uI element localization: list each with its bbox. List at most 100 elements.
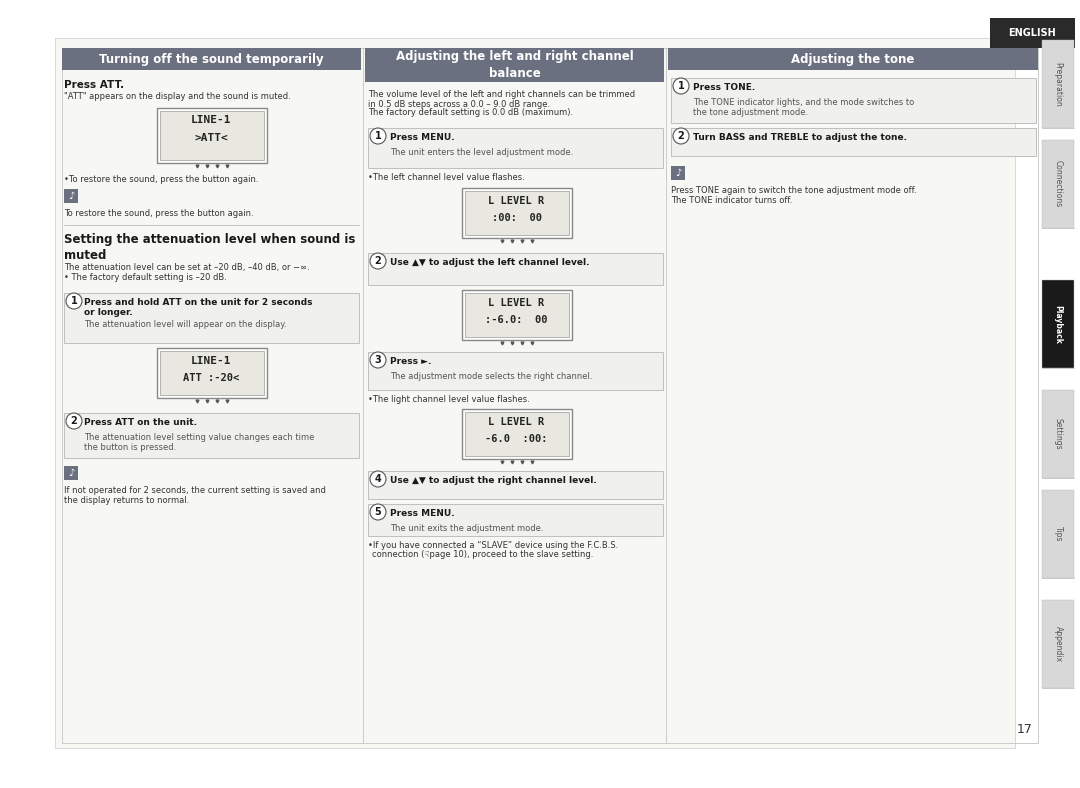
Bar: [464, 293, 568, 337]
Bar: [368, 352, 663, 390]
Text: 2: 2: [677, 131, 685, 141]
Circle shape: [66, 413, 82, 429]
Bar: [160, 351, 264, 395]
Text: 17: 17: [1017, 723, 1032, 736]
Text: "ATT" appears on the display and the sound is muted.: "ATT" appears on the display and the sou…: [64, 92, 291, 101]
Bar: [464, 191, 568, 235]
Text: Use ▲▼ to adjust the right channel level.: Use ▲▼ to adjust the right channel level…: [390, 476, 597, 485]
Bar: [160, 111, 264, 160]
Text: •The left channel level value flashes.: •The left channel level value flashes.: [368, 173, 525, 182]
Text: Appendix: Appendix: [1053, 626, 1063, 662]
Bar: [461, 188, 571, 238]
Text: 1: 1: [70, 296, 78, 306]
Text: The factory default setting is 0.0 dB (maximum).: The factory default setting is 0.0 dB (m…: [368, 108, 573, 117]
Text: >ATT<: >ATT<: [194, 133, 228, 143]
Text: ATT :-20<: ATT :-20<: [184, 373, 240, 383]
Text: Turning off the sound temporarily: Turning off the sound temporarily: [99, 53, 324, 65]
Text: Press ATT.: Press ATT.: [64, 80, 124, 90]
Text: Setting the attenuation level when sound is
muted: Setting the attenuation level when sound…: [64, 233, 355, 262]
Text: :-6.0:  00: :-6.0: 00: [485, 315, 548, 325]
Bar: [464, 412, 568, 456]
Text: •If you have connected a “SLAVE” device using the F.C.B.S.: •If you have connected a “SLAVE” device …: [368, 541, 618, 550]
Text: -6.0  :00:: -6.0 :00:: [485, 434, 548, 444]
Text: L LEVEL R: L LEVEL R: [488, 196, 544, 206]
Circle shape: [370, 471, 386, 487]
Bar: [157, 108, 267, 163]
Text: LINE-1: LINE-1: [191, 356, 232, 366]
Bar: [671, 166, 685, 180]
Bar: [671, 128, 1036, 156]
Text: 1: 1: [677, 81, 685, 91]
Text: Press MENU.: Press MENU.: [390, 509, 455, 518]
Text: The unit exits the adjustment mode.: The unit exits the adjustment mode.: [390, 524, 543, 533]
Text: Use ▲▼ to adjust the left channel level.: Use ▲▼ to adjust the left channel level.: [390, 258, 590, 267]
Bar: [1042, 600, 1074, 688]
Text: The attenuation level can be set at –20 dB, –40 dB, or −∞.: The attenuation level can be set at –20 …: [64, 263, 310, 272]
Text: Preparation: Preparation: [1053, 61, 1063, 106]
Bar: [368, 504, 663, 536]
Text: •To restore the sound, press the button again.: •To restore the sound, press the button …: [64, 175, 258, 184]
Circle shape: [370, 504, 386, 520]
Bar: [157, 348, 267, 398]
Text: Adjusting the left and right channel
balance: Adjusting the left and right channel bal…: [395, 50, 633, 80]
Text: The attenuation level setting value changes each time
the button is pressed.: The attenuation level setting value chan…: [84, 433, 314, 452]
Text: LINE-1: LINE-1: [191, 115, 232, 125]
Text: The attenuation level will appear on the display.: The attenuation level will appear on the…: [84, 320, 286, 329]
Bar: [669, 48, 1038, 70]
Circle shape: [370, 128, 386, 144]
Circle shape: [673, 78, 689, 94]
Text: Press TONE.: Press TONE.: [693, 83, 755, 92]
Text: 1: 1: [375, 131, 381, 141]
Bar: [1042, 40, 1074, 128]
Text: ♪: ♪: [68, 191, 75, 201]
Text: Press and hold ATT on the unit for 2 seconds
or longer.: Press and hold ATT on the unit for 2 sec…: [84, 298, 312, 318]
Bar: [62, 48, 361, 70]
Text: The unit enters the level adjustment mode.: The unit enters the level adjustment mod…: [390, 148, 573, 157]
Text: Adjusting the tone: Adjusting the tone: [792, 53, 915, 65]
Circle shape: [66, 293, 82, 309]
Bar: [365, 48, 664, 82]
Bar: [1042, 280, 1074, 368]
Text: 2: 2: [70, 416, 78, 426]
Text: L LEVEL R: L LEVEL R: [488, 298, 544, 308]
Text: 5: 5: [375, 507, 381, 517]
Bar: [990, 18, 1075, 48]
Text: The TONE indicator lights, and the mode switches to
the tone adjustment mode.: The TONE indicator lights, and the mode …: [693, 98, 915, 117]
Text: Press ATT on the unit.: Press ATT on the unit.: [84, 418, 197, 427]
Bar: [1042, 390, 1074, 478]
Text: Turn BASS and TREBLE to adjust the tone.: Turn BASS and TREBLE to adjust the tone.: [693, 133, 907, 142]
Circle shape: [673, 128, 689, 144]
Bar: [1042, 490, 1074, 578]
Text: ♪: ♪: [68, 468, 75, 478]
Bar: [671, 78, 1036, 123]
Text: ♪: ♪: [675, 168, 681, 178]
Text: Connections: Connections: [1053, 161, 1063, 207]
Bar: [1042, 140, 1074, 228]
Text: Tips: Tips: [1053, 526, 1063, 542]
Bar: [461, 290, 571, 340]
Bar: [368, 128, 663, 168]
Bar: [64, 466, 78, 480]
Bar: [64, 293, 359, 343]
Text: L LEVEL R: L LEVEL R: [488, 417, 544, 427]
Text: To restore the sound, press the button again.: To restore the sound, press the button a…: [64, 209, 254, 218]
Bar: [368, 471, 663, 499]
Text: • The factory default setting is –20 dB.: • The factory default setting is –20 dB.: [64, 273, 227, 282]
Text: connection (☟page 10), proceed to the slave setting.: connection (☟page 10), proceed to the sl…: [372, 550, 593, 559]
Text: Settings: Settings: [1053, 418, 1063, 450]
Text: Press MENU.: Press MENU.: [390, 133, 455, 142]
Text: 4: 4: [375, 474, 381, 484]
Text: The volume level of the left and right channels can be trimmed
in 0.5 dB steps a: The volume level of the left and right c…: [368, 90, 635, 110]
Bar: [368, 253, 663, 285]
Text: :00:  00: :00: 00: [491, 213, 541, 223]
Text: The adjustment mode selects the right channel.: The adjustment mode selects the right ch…: [390, 372, 593, 381]
Circle shape: [370, 352, 386, 368]
Bar: [64, 189, 78, 203]
Text: Press ►.: Press ►.: [390, 357, 431, 366]
Bar: [55, 38, 1015, 748]
Text: Press TONE again to switch the tone adjustment mode off.
The TONE indicator turn: Press TONE again to switch the tone adju…: [671, 186, 917, 206]
Circle shape: [370, 253, 386, 269]
Text: 2: 2: [375, 256, 381, 266]
Bar: [64, 413, 359, 458]
Text: •The light channel level value flashes.: •The light channel level value flashes.: [368, 395, 530, 404]
